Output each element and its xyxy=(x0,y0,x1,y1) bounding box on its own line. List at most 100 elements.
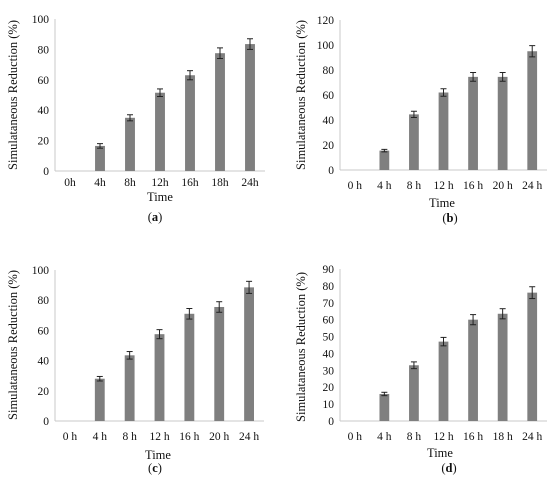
y-tick-label: 10 xyxy=(323,399,335,411)
panel-label: (b) xyxy=(442,211,457,225)
error-bar xyxy=(97,143,103,149)
error-bar xyxy=(381,391,388,397)
x-tick-label: 16 h xyxy=(463,431,483,443)
x-tick-label: 12 h xyxy=(433,180,453,192)
y-tick-label: 20 xyxy=(323,382,335,394)
y-tick-label: 60 xyxy=(38,75,50,87)
error-bar xyxy=(247,38,253,50)
error-bar xyxy=(440,88,447,97)
x-tick-label: 24 h xyxy=(239,431,259,443)
error-bar xyxy=(217,47,223,60)
x-tick-label: 18 h xyxy=(493,431,513,443)
y-tick-label: 40 xyxy=(323,115,335,127)
y-tick-label: 100 xyxy=(32,265,50,277)
bar xyxy=(468,319,478,421)
bar xyxy=(184,313,195,421)
error-bar xyxy=(246,280,253,294)
x-tick-label: 20 h xyxy=(209,431,229,443)
y-tick-label: 80 xyxy=(323,65,335,77)
error-bar xyxy=(410,361,417,370)
y-tick-label: 80 xyxy=(38,44,50,56)
y-tick-label: 80 xyxy=(323,281,335,293)
bar xyxy=(125,117,135,171)
y-tick-label: 0 xyxy=(328,416,334,428)
error-bar xyxy=(157,88,163,98)
error-bar xyxy=(126,351,133,360)
panel-label: (a) xyxy=(148,210,163,224)
x-tick-label: 12 h xyxy=(149,431,169,443)
bar xyxy=(497,313,508,421)
x-tick-label: 4 h xyxy=(377,431,392,443)
y-tick-label: 120 xyxy=(317,15,335,27)
bar xyxy=(468,76,478,170)
bar xyxy=(124,355,135,421)
y-tick-label: 40 xyxy=(323,348,335,360)
y-tick-label: 60 xyxy=(323,315,335,327)
y-tick-label: 20 xyxy=(38,386,50,398)
y-axis-label: Simulataneous Reduction (%) xyxy=(6,270,20,420)
x-axis-label: Time xyxy=(427,446,453,460)
error-bar xyxy=(470,72,477,82)
svg-text:(d): (d) xyxy=(441,461,456,475)
x-tick-label: 0 h xyxy=(63,431,78,443)
x-tick-label: 24h xyxy=(241,177,259,189)
y-tick-label: 60 xyxy=(38,325,50,337)
bar xyxy=(438,92,449,170)
panel-letter: a xyxy=(152,210,159,224)
y-tick-label: 40 xyxy=(38,356,50,368)
x-tick-label: 0h xyxy=(64,177,76,189)
panel-letter: c xyxy=(152,461,158,475)
error-bar xyxy=(127,114,133,122)
x-tick-label: 24 h xyxy=(522,180,542,192)
error-bar xyxy=(381,148,388,153)
y-tick-label: 80 xyxy=(38,295,50,307)
y-axis-label: Simulataneous Reduction (%) xyxy=(294,272,308,422)
panel-c: Simulataneous Reduction (%) Time (c) 0 20… xyxy=(6,265,264,475)
y-tick-label: 20 xyxy=(323,140,335,152)
x-tick-label: 16 h xyxy=(179,431,199,443)
x-tick-label: 4h xyxy=(94,177,106,189)
error-bar xyxy=(529,45,536,58)
y-tick-label: 30 xyxy=(323,365,335,377)
x-tick-label: 20 h xyxy=(493,180,513,192)
error-bar xyxy=(96,375,103,382)
svg-text:(a): (a) xyxy=(148,210,163,224)
bar xyxy=(95,145,105,171)
panel-label: (d) xyxy=(441,461,456,475)
x-tick-label: 4 h xyxy=(377,180,392,192)
y-tick-label: 20 xyxy=(38,136,50,148)
y-tick-label: 100 xyxy=(32,14,50,26)
x-tick-label: 8 h xyxy=(122,431,137,443)
x-tick-label: 16 h xyxy=(463,180,483,192)
bar xyxy=(379,150,390,170)
bar xyxy=(409,114,419,170)
panel-letter: d xyxy=(446,461,453,475)
x-tick-label: 24 h xyxy=(522,431,542,443)
error-bar xyxy=(499,308,506,320)
bar xyxy=(438,341,449,421)
bar xyxy=(245,44,255,171)
x-tick-label: 18h xyxy=(211,177,229,189)
error-bar xyxy=(440,336,447,347)
bar xyxy=(214,306,225,421)
bar xyxy=(155,92,165,171)
bar xyxy=(409,365,419,421)
x-tick-label: 16h xyxy=(181,177,199,189)
bar xyxy=(497,76,508,170)
x-axis-label: Time xyxy=(429,196,455,210)
y-axis-label: Simulataneous Reduction (%) xyxy=(6,20,20,170)
x-tick-label: 0 h xyxy=(348,180,363,192)
bar xyxy=(527,292,538,421)
y-tick-label: 50 xyxy=(323,332,335,344)
x-tick-label: 4 h xyxy=(93,431,108,443)
x-tick-label: 8 h xyxy=(407,180,422,192)
x-tick-label: 12 h xyxy=(433,431,453,443)
panel-d: Simulataneous Reduction (%) Time (d) 0 10… xyxy=(294,264,547,475)
x-axis-label: Time xyxy=(147,190,173,204)
error-bar xyxy=(499,72,506,82)
y-tick-label: 100 xyxy=(317,40,335,52)
error-bar xyxy=(187,70,193,81)
panel-label: (c) xyxy=(148,461,162,475)
error-bar xyxy=(156,329,163,340)
